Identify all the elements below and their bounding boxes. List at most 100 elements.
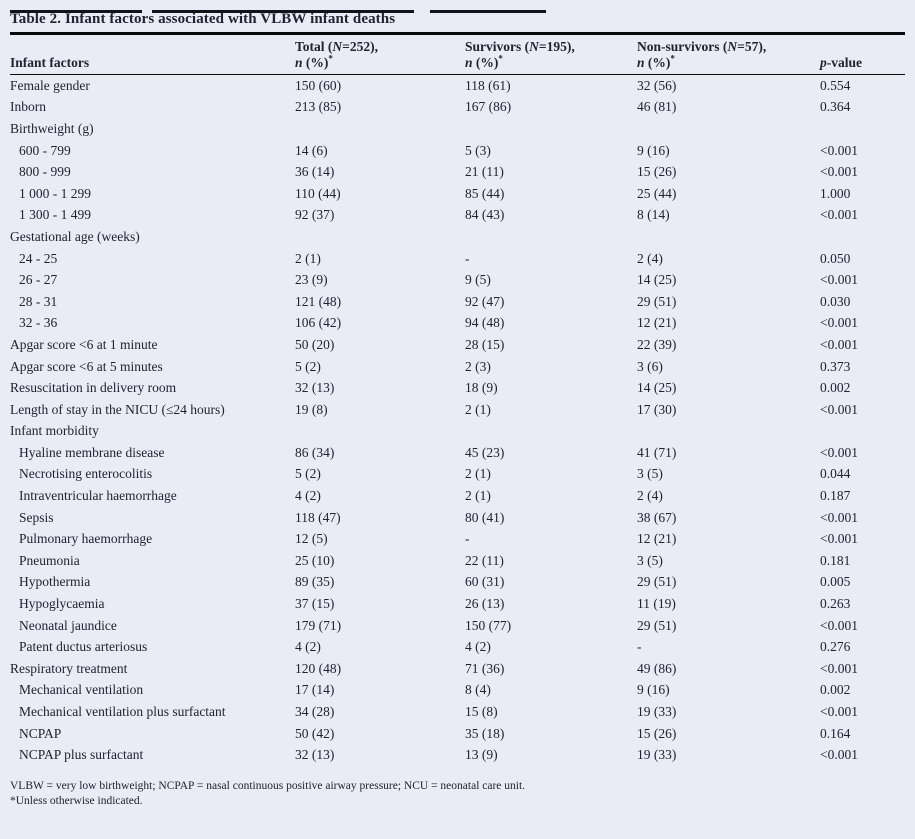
nonsurvivors-cell: 32 (56)	[637, 77, 677, 93]
header-survivors-text: Survivors (	[465, 39, 530, 54]
p-value-cell: <0.001	[820, 207, 858, 223]
row-label: 1 000 - 1 299	[19, 185, 91, 201]
table-body: Female gender 150 (60) 118 (61) 32 (56) …	[10, 75, 905, 766]
header-spacer	[820, 39, 905, 55]
row-label: 800 - 999	[19, 164, 71, 180]
survivors-cell: 22 (11)	[465, 552, 504, 568]
survivors-cell: 26 (13)	[465, 596, 505, 612]
total-cell: 50 (20)	[295, 336, 335, 352]
total-cell: 23 (9)	[295, 272, 328, 288]
survivors-cell: 84 (43)	[465, 207, 505, 223]
nonsurvivors-cell: 29 (51)	[637, 617, 677, 633]
total-cell: 120 (48)	[295, 660, 342, 676]
p-value-cell: 0.263	[820, 596, 851, 612]
survivors-cell: 2 (3)	[465, 358, 491, 374]
row-label: 600 - 799	[19, 142, 71, 158]
survivors-cell: -	[465, 250, 470, 266]
header-survivors-count: =195),	[538, 39, 575, 54]
total-cell: 2 (1)	[295, 250, 321, 266]
row-label: Patent ductus arteriosus	[19, 639, 148, 655]
table-row: 26 - 27 23 (9) 9 (5) 14 (25) <0.001	[10, 269, 905, 291]
nonsurvivors-cell: 3 (6)	[637, 358, 663, 374]
table-row: Mechanical ventilation plus surfactant 3…	[10, 701, 905, 723]
nonsurvivors-cell: 29 (51)	[637, 293, 677, 309]
table-row: Sepsis 118 (47) 80 (41) 38 (67) <0.001	[10, 507, 905, 529]
total-cell: 5 (2)	[295, 466, 321, 482]
p-value-cell: 0.554	[820, 77, 851, 93]
nonsurvivors-cell: 8 (14)	[637, 207, 670, 223]
survivors-cell: 150 (77)	[465, 617, 512, 633]
survivors-cell: 2 (1)	[465, 466, 491, 482]
row-label: Inborn	[10, 99, 46, 115]
survivors-cell: 45 (23)	[465, 444, 505, 460]
total-cell: 32 (13)	[295, 380, 335, 396]
nonsurvivors-cell: 14 (25)	[637, 272, 677, 288]
table-header: Total (N=252), Survivors (N=195), Non-su…	[10, 35, 905, 74]
nonsurvivors-cell: 19 (33)	[637, 747, 677, 763]
row-label: Hypothermia	[19, 574, 91, 590]
table-row: 1 000 - 1 299 110 (44) 85 (44) 25 (44) 1…	[10, 183, 905, 205]
header-npct-nonsurvivors: n (%)*	[637, 54, 820, 71]
header-infant-factors: Infant factors	[10, 55, 90, 70]
total-cell: 179 (71)	[295, 617, 342, 633]
p-value-cell: <0.001	[820, 315, 858, 331]
total-cell: 121 (48)	[295, 293, 342, 309]
survivors-cell: 13 (9)	[465, 747, 498, 763]
header-npct-survivors: n (%)*	[465, 53, 637, 71]
total-cell: 110 (44)	[295, 185, 341, 201]
p-value-cell: <0.001	[820, 704, 858, 720]
p-value-cell: 0.002	[820, 682, 851, 698]
nonsurvivors-cell: 3 (5)	[637, 552, 663, 568]
row-label: NCPAP	[19, 725, 62, 741]
rule-below-header	[10, 74, 905, 75]
p-value-cell: 0.164	[820, 725, 851, 741]
nonsurvivors-cell: 29 (51)	[637, 574, 677, 590]
p-value-cell: <0.001	[820, 747, 858, 763]
nonsurvivors-cell: 15 (26)	[637, 725, 677, 741]
table-row: Inborn 213 (85) 167 (86) 46 (81) 0.364	[10, 97, 905, 119]
survivors-cell: 35 (18)	[465, 725, 505, 741]
pct-label: (%)	[644, 55, 671, 70]
table-row: 32 - 36 106 (42) 94 (48) 12 (21) <0.001	[10, 313, 905, 335]
row-label: Respiratory treatment	[10, 660, 128, 676]
row-label: Hypoglycaemia	[19, 596, 105, 612]
table-row: Respiratory treatment 120 (48) 71 (36) 4…	[10, 658, 905, 680]
p-value-cell: 0.002	[820, 380, 851, 396]
table-row: NCPAP plus surfactant 32 (13) 13 (9) 19 …	[10, 744, 905, 766]
survivors-cell: 15 (8)	[465, 704, 498, 720]
row-label: Infant morbidity	[10, 423, 99, 439]
n-symbol: n	[465, 55, 473, 70]
table-figure: Table 2. Infant factors associated with …	[0, 10, 915, 839]
row-label: Pneumonia	[19, 552, 80, 568]
table-row: 800 - 999 36 (14) 21 (11) 15 (26) <0.001	[10, 161, 905, 183]
row-label: Hyaline membrane disease	[19, 444, 165, 460]
nonsurvivors-cell: 14 (25)	[637, 380, 677, 396]
table-row: Female gender 150 (60) 118 (61) 32 (56) …	[10, 75, 905, 97]
asterisk: *	[328, 53, 333, 64]
n-symbol: n	[637, 55, 645, 70]
total-cell: 25 (10)	[295, 552, 335, 568]
nonsurvivors-cell: 9 (16)	[637, 142, 670, 158]
total-cell: 17 (14)	[295, 682, 335, 698]
p-value-cell: <0.001	[820, 336, 858, 352]
n-symbol: n	[295, 55, 303, 70]
header-p-value: p-value	[820, 55, 905, 71]
total-cell: 86 (34)	[295, 444, 335, 460]
asterisk: *	[498, 53, 503, 64]
total-cell: 19 (8)	[295, 401, 328, 417]
header-spacer	[10, 39, 295, 55]
rule-below-title	[10, 32, 905, 35]
table-row: NCPAP 50 (42) 35 (18) 15 (26) 0.164	[10, 723, 905, 745]
table-row: Patent ductus arteriosus 4 (2) 4 (2) - 0…	[10, 636, 905, 658]
header-nonsurvivors: Non-survivors (N=57),	[637, 39, 820, 55]
footnote-abbreviations: VLBW = very low birthweight; NCPAP = nas…	[10, 780, 526, 792]
header-nonsurvivors-n-symbol: N	[727, 39, 738, 54]
p-value-cell: <0.001	[820, 509, 858, 525]
table-row: Pulmonary haemorrhage 12 (5) - 12 (21) <…	[10, 528, 905, 550]
table-row: Mechanical ventilation 17 (14) 8 (4) 9 (…	[10, 680, 905, 702]
row-label: Mechanical ventilation	[19, 682, 144, 698]
p-value-cell: <0.001	[820, 617, 858, 633]
header-total-count: =252),	[342, 39, 378, 54]
survivors-cell: 92 (47)	[465, 293, 505, 309]
survivors-cell: 80 (41)	[465, 509, 505, 525]
